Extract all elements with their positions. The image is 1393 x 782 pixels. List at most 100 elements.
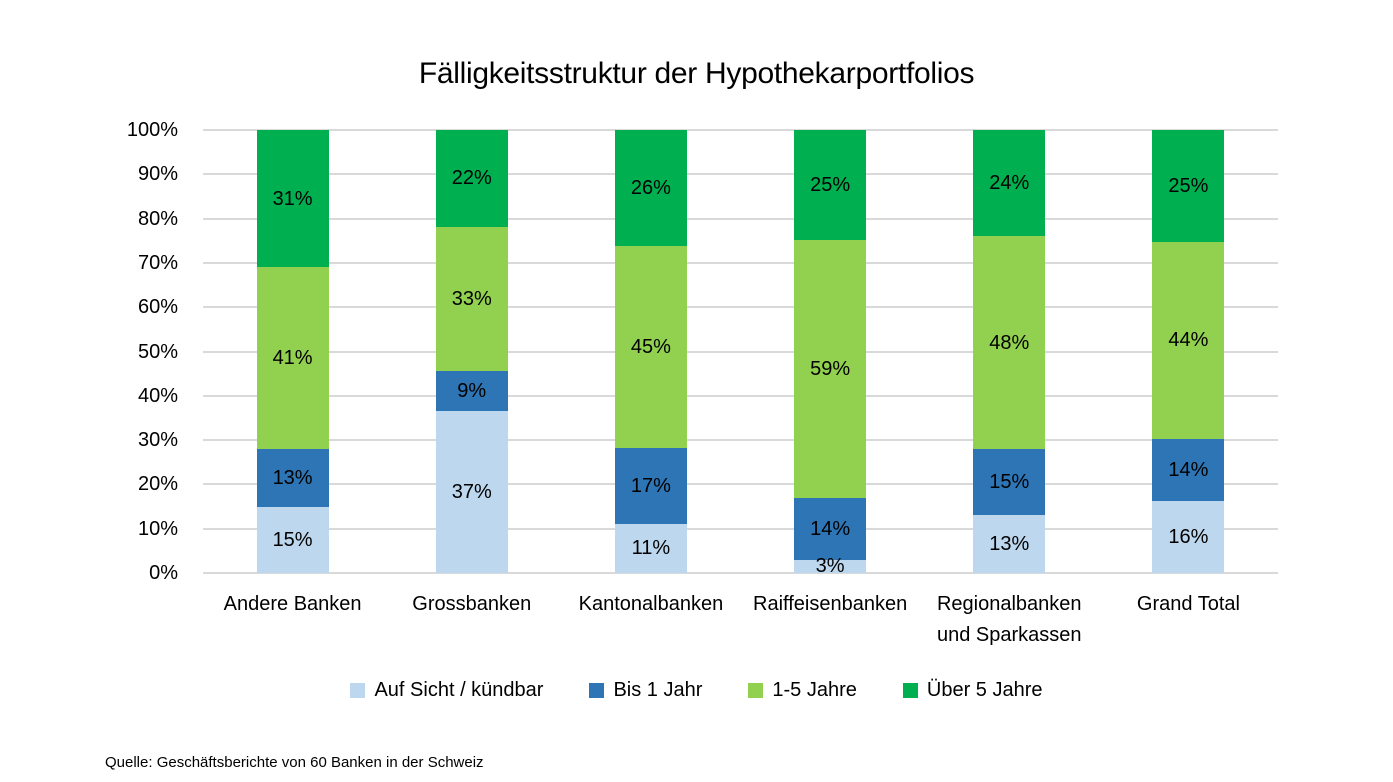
- stacked-bar: 16% 14% 44% 25%: [1152, 130, 1225, 573]
- y-tick-label: 80%: [137, 207, 178, 230]
- data-label: 9%: [457, 379, 487, 402]
- bar-segment: 31%: [256, 130, 329, 268]
- y-axis: 0% 10% 20% 30% 40% 50% 60% 70% 80% 90% 100%: [60, 119, 178, 584]
- data-label: 24%: [989, 172, 1030, 195]
- bar-segment: 15%: [256, 506, 329, 573]
- bar-segment: 59%: [794, 239, 867, 499]
- bar-segment: 17%: [614, 447, 687, 524]
- bar-group: 3% 14% 59% 25%: [741, 130, 920, 576]
- data-label: 13%: [272, 466, 313, 489]
- data-label: 26%: [630, 177, 671, 200]
- plot-area: 15% 13% 41% 31% 37% 9% 33% 22% 11% 17% 45% 26% 3% 14%…: [203, 129, 1278, 576]
- legend-label: Bis 1 Jahr: [613, 679, 703, 701]
- bar-segment: 3%: [794, 556, 867, 576]
- y-tick-label: 50%: [137, 340, 178, 363]
- data-label: 15%: [989, 471, 1030, 494]
- legend-label: Auf Sicht / kündbar: [374, 679, 544, 701]
- stacked-bar: 15% 13% 41% 31%: [256, 130, 329, 573]
- data-label: 33%: [451, 287, 492, 310]
- bar-segment: 16%: [1152, 501, 1225, 573]
- legend-item: Bis 1 Jahr: [589, 677, 702, 703]
- data-label: 17%: [630, 474, 671, 497]
- data-label: 48%: [989, 331, 1030, 354]
- stacked-bar: 3% 14% 59% 25%: [794, 130, 867, 576]
- legend-swatch-icon: [589, 682, 605, 698]
- data-label: 3%: [815, 555, 845, 578]
- gridline: [203, 306, 1278, 309]
- y-tick-label: 40%: [137, 384, 178, 407]
- source-note: Quelle: Geschäftsberichte von 60 Banken …: [105, 754, 484, 771]
- data-label: 14%: [810, 518, 851, 541]
- data-label: 13%: [989, 533, 1030, 556]
- data-label: 15%: [272, 528, 313, 551]
- legend-item: Über 5 Jahre: [902, 677, 1043, 703]
- stacked-bar: 11% 17% 45% 26%: [614, 130, 687, 573]
- legend: Auf Sicht / kündbar Bis 1 Jahr 1-5 Jahre Üb…: [0, 677, 1393, 703]
- legend-label: 1-5 Jahre: [772, 679, 857, 701]
- category-label: Raiffeisenbanken: [753, 593, 908, 615]
- bar-segment: 33%: [435, 226, 508, 372]
- bar-segment: 48%: [973, 236, 1046, 449]
- bar-segment: 11%: [614, 523, 687, 573]
- bar-group: 37% 9% 33% 22%: [382, 130, 561, 573]
- legend-swatch-icon: [902, 682, 918, 698]
- y-tick-label: 70%: [137, 251, 178, 274]
- bar-segment: 26%: [614, 130, 687, 247]
- bar-segment: 13%: [973, 515, 1046, 573]
- data-label: 59%: [810, 358, 851, 381]
- bar-segment: 22%: [435, 130, 508, 227]
- y-tick-label: 60%: [137, 296, 178, 319]
- bar-group: 15% 13% 41% 31%: [203, 130, 382, 573]
- category-label: Grand Total: [1136, 593, 1240, 615]
- stacked-bar: 13% 15% 48% 24%: [973, 130, 1046, 573]
- bar-segment: 15%: [973, 448, 1046, 516]
- gridline: [203, 129, 1278, 131]
- bar-segment: 37%: [435, 410, 508, 573]
- gridline: [203, 350, 1278, 353]
- gridline: [203, 572, 1278, 574]
- bar-group: 11% 17% 45% 26%: [561, 130, 740, 573]
- x-axis: Andere Banken Grossbanken Kantonalbanken Ra…: [203, 589, 1278, 651]
- legend-item: Auf Sicht / kündbar: [350, 677, 543, 703]
- legend-item: 1-5 Jahre: [748, 677, 857, 703]
- gridline: [203, 394, 1278, 397]
- y-tick-label: 10%: [137, 517, 178, 540]
- data-label: 14%: [1168, 459, 1209, 482]
- category-label: Grossbanken: [412, 593, 532, 615]
- category-label: Andere Banken: [223, 593, 362, 615]
- bars: 15% 13% 41% 31% 37% 9% 33% 22% 11% 17% 45% 26% 3% 14%…: [203, 130, 1278, 576]
- data-label: 22%: [451, 167, 492, 190]
- bar-segment: 13%: [256, 448, 329, 507]
- bar-segment: 14%: [794, 498, 867, 560]
- category-label: Kantonalbanken: [578, 593, 724, 615]
- legend-label: Über 5 Jahre: [926, 679, 1043, 701]
- y-tick-label: 0%: [149, 562, 178, 584]
- bar-group: 13% 15% 48% 24%: [920, 130, 1099, 573]
- data-label: 25%: [810, 173, 851, 196]
- stacked-bar: 37% 9% 33% 22%: [435, 130, 508, 573]
- data-label: 25%: [1168, 174, 1209, 197]
- gridline: [203, 527, 1278, 530]
- gridline: [203, 439, 1278, 442]
- gridline: [203, 261, 1278, 264]
- y-tick-label: 20%: [137, 473, 178, 496]
- bar-segment: 25%: [794, 130, 867, 240]
- y-tick-label: 100%: [126, 119, 178, 141]
- bar-segment: 24%: [973, 130, 1046, 237]
- gridline: [203, 483, 1278, 486]
- data-label: 37%: [451, 480, 492, 503]
- chart-title: Fälligkeitsstruktur der Hypothekarportfo…: [418, 57, 975, 90]
- category-label: Regionalbanken und Sparkassen: [936, 593, 1082, 646]
- data-label: 16%: [1168, 526, 1209, 549]
- y-tick-label: 90%: [137, 163, 178, 186]
- gridline: [203, 173, 1278, 176]
- gridline: [203, 217, 1278, 220]
- y-tick-label: 30%: [137, 429, 178, 452]
- bar-segment: 25%: [1152, 130, 1225, 242]
- data-label: 44%: [1168, 329, 1209, 352]
- data-label: 31%: [272, 187, 313, 210]
- data-label: 11%: [631, 537, 671, 560]
- bar-segment: 44%: [1152, 241, 1225, 439]
- data-label: 41%: [272, 347, 313, 370]
